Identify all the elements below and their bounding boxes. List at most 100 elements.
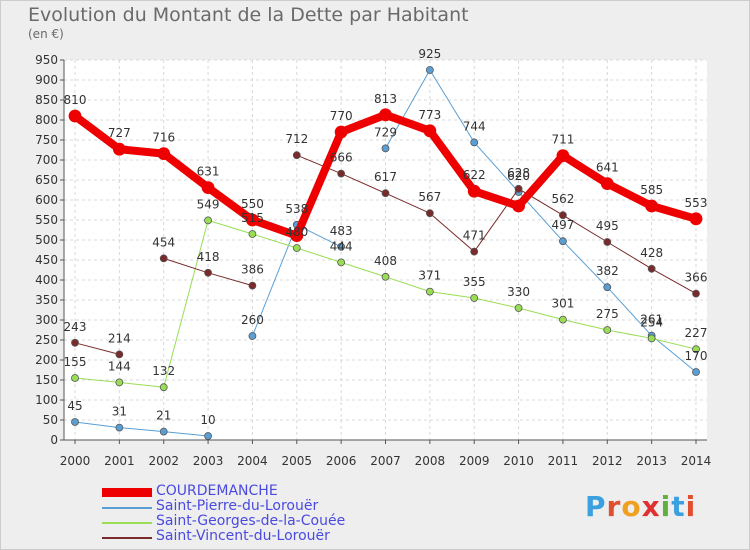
data-point-saint-pierre-du-lorou-r [248, 332, 257, 340]
logo-letter: t [671, 490, 686, 523]
legend-label: COURDEMANCHE [156, 483, 278, 499]
x-tick-label: 2000 [60, 454, 91, 468]
y-tick-label: 350 [35, 293, 58, 307]
y-tick-label: 650 [35, 173, 58, 187]
y-tick-label: 300 [35, 313, 58, 327]
legend-swatch [102, 537, 152, 539]
data-label-courdemanche: 770 [330, 109, 353, 123]
data-label-courdemanche: 553 [685, 196, 708, 210]
x-tick-label: 2009 [459, 454, 490, 468]
data-label-courdemanche: 716 [152, 131, 175, 145]
y-tick-label: 600 [35, 193, 58, 207]
data-label-saint-vincent-du-lorou-r: 617 [374, 170, 397, 184]
x-tick-label: 2004 [237, 454, 268, 468]
data-label-saint-georges-de-la-cou-e: 444 [330, 239, 353, 253]
data-label-saint-georges-de-la-cou-e: 155 [64, 355, 87, 369]
data-point-saint-georges-de-la-cou-e [470, 294, 479, 302]
data-point-saint-vincent-du-lorou-r [381, 189, 390, 198]
data-label-saint-pierre-du-lorou-r: 382 [596, 264, 619, 278]
data-label-saint-vincent-du-lorou-r: 366 [685, 271, 708, 285]
data-label-saint-georges-de-la-cou-e: 254 [640, 315, 663, 329]
data-label-courdemanche: 810 [64, 93, 87, 107]
y-tick-label: 50 [43, 413, 58, 427]
data-point-saint-georges-de-la-cou-e [204, 216, 212, 225]
data-label-saint-vincent-du-lorou-r: 495 [596, 219, 619, 233]
data-label-saint-vincent-du-lorou-r: 243 [64, 320, 87, 334]
y-tick-label: 950 [35, 53, 58, 67]
data-label-saint-georges-de-la-cou-e: 132 [152, 364, 175, 378]
data-point-courdemanche [600, 177, 614, 191]
x-tick-label: 2003 [193, 454, 224, 468]
data-point-saint-georges-de-la-cou-e [692, 345, 700, 354]
data-label-saint-vincent-du-lorou-r: 428 [640, 246, 663, 260]
data-point-saint-georges-de-la-cou-e [647, 334, 656, 343]
series-line-saint-pierre-du-lorou-r [385, 69, 697, 373]
y-tick-label: 850 [35, 93, 58, 107]
data-point-courdemanche [556, 149, 570, 163]
data-label-saint-pierre-du-lorou-r: 45 [67, 399, 82, 413]
data-point-courdemanche [689, 212, 703, 226]
data-point-saint-vincent-du-lorou-r [159, 254, 168, 263]
data-label-saint-vincent-du-lorou-r: 666 [330, 151, 353, 165]
data-point-saint-pierre-du-lorou-r [381, 144, 390, 153]
data-point-saint-pierre-du-lorou-r [692, 368, 700, 376]
data-label-courdemanche: 631 [197, 165, 220, 179]
y-tick-label: 700 [35, 153, 58, 167]
data-point-courdemanche [334, 125, 348, 139]
legend-label: Saint-Pierre-du-Lorouër [156, 498, 319, 514]
data-label-saint-pierre-du-lorou-r: 21 [156, 409, 171, 423]
data-point-saint-vincent-du-lorou-r [559, 211, 567, 220]
chart-title: Evolution du Montant de la Dette par Hab… [28, 4, 469, 26]
data-label-saint-vincent-du-lorou-r: 386 [241, 263, 264, 277]
data-point-courdemanche [512, 199, 525, 213]
y-tick-label: 150 [35, 373, 58, 387]
legend-label: Saint-Georges-de-la-Couée [156, 513, 346, 529]
plot-background [64, 60, 707, 440]
x-tick-label: 2001 [104, 454, 135, 468]
data-point-saint-vincent-du-lorou-r [337, 169, 346, 178]
data-label-courdemanche: 773 [418, 108, 441, 122]
x-tick-label: 2002 [148, 454, 179, 468]
y-tick-label: 750 [35, 133, 58, 147]
x-tick-label: 2011 [548, 454, 579, 468]
data-point-saint-pierre-du-lorou-r [425, 66, 434, 74]
x-tick-label: 2006 [326, 454, 357, 468]
data-label-saint-vincent-du-lorou-r: 471 [463, 229, 486, 243]
y-tick-label: 800 [35, 113, 58, 127]
data-point-courdemanche [423, 124, 437, 138]
data-point-saint-pierre-du-lorou-r [71, 418, 79, 426]
legend-swatch [102, 488, 152, 497]
data-label-saint-vincent-du-lorou-r: 567 [418, 190, 441, 204]
data-point-saint-georges-de-la-cou-e [381, 272, 390, 281]
data-point-saint-georges-de-la-cou-e [514, 304, 523, 312]
data-point-saint-vincent-du-lorou-r [514, 184, 523, 193]
data-label-saint-pierre-du-lorou-r: 620 [507, 169, 530, 183]
data-label-courdemanche: 550 [241, 197, 264, 211]
y-tick-label: 250 [35, 333, 58, 347]
x-tick-label: 2014 [681, 454, 712, 468]
data-point-saint-pierre-du-lorou-r [470, 138, 479, 147]
data-point-saint-georges-de-la-cou-e [337, 258, 346, 267]
data-point-saint-georges-de-la-cou-e [248, 230, 257, 238]
y-tick-label: 450 [35, 253, 58, 267]
data-label-saint-pierre-du-lorou-r: 744 [463, 119, 486, 133]
logo-letter: i [660, 490, 672, 523]
data-label-saint-vincent-du-lorou-r: 628 [507, 166, 530, 180]
data-label-saint-pierre-du-lorou-r: 497 [551, 218, 574, 232]
series-line-saint-vincent-du-lorou-r [74, 342, 120, 355]
data-point-saint-georges-de-la-cou-e [159, 383, 168, 392]
data-label-saint-pierre-du-lorou-r: 10 [200, 413, 215, 427]
data-point-saint-pierre-du-lorou-r [337, 242, 346, 251]
y-axis-unit: (en €) [28, 27, 64, 41]
data-label-saint-georges-de-la-cou-e: 408 [374, 254, 397, 268]
series-line-saint-pierre-du-lorou-r [74, 421, 209, 437]
logo-letter: P [585, 490, 607, 523]
data-label-saint-vincent-du-lorou-r: 454 [152, 235, 175, 249]
y-tick-label: 900 [35, 73, 58, 87]
data-point-courdemanche [467, 184, 481, 198]
data-point-saint-vincent-du-lorou-r [115, 350, 124, 359]
data-point-courdemanche [201, 181, 215, 195]
data-label-saint-vincent-du-lorou-r: 562 [551, 192, 574, 206]
data-point-courdemanche [379, 108, 392, 122]
